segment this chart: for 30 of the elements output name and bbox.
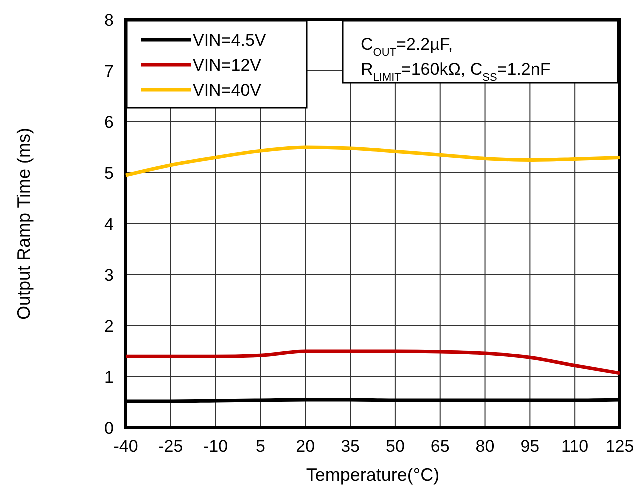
y-tick-label: 7	[104, 62, 114, 81]
x-tick-label: 110	[562, 437, 589, 456]
x-tick-label: 5	[256, 437, 266, 456]
x-tick-label: 80	[476, 437, 495, 456]
x-tick-label: -25	[158, 437, 184, 456]
line-series	[124, 350, 622, 376]
y-tick-label: 1	[104, 368, 114, 387]
annotation: R$_{LIMIT}$=160kΩ, C$_{SS}$=1.2nF	[361, 60, 551, 84]
x-tick-label: 65	[430, 437, 450, 456]
y-tick-label: 2	[104, 317, 114, 336]
x-axis-title: Temperature(°C)	[306, 465, 440, 485]
y-tick-label: 8	[104, 11, 114, 30]
y-axis-title: Output Ramp Time (ms)	[14, 128, 34, 320]
y-tick-label: 6	[104, 113, 114, 132]
x-tick-label: 125	[606, 437, 634, 456]
y-tick-label: 3	[104, 266, 114, 285]
x-tick-label: -10	[204, 437, 228, 456]
legend-label: VIN=40V	[193, 81, 262, 100]
x-tick-label: -40	[114, 437, 138, 456]
x-tick-label: 50	[386, 437, 405, 456]
line-series	[124, 146, 622, 178]
y-tick-label: 4	[104, 215, 114, 234]
legend-label: VIN=12V	[193, 56, 262, 75]
y-tick-label: 0	[104, 419, 114, 438]
x-tick-label: 95	[520, 437, 540, 456]
x-tick-label: 35	[341, 437, 360, 456]
legend-label: VIN=4.5V	[193, 31, 267, 50]
y-tick-label: 5	[104, 164, 114, 183]
annotation: C$_{OUT}$=2.2µF,	[361, 35, 454, 59]
x-tick-label: 20	[296, 437, 316, 456]
